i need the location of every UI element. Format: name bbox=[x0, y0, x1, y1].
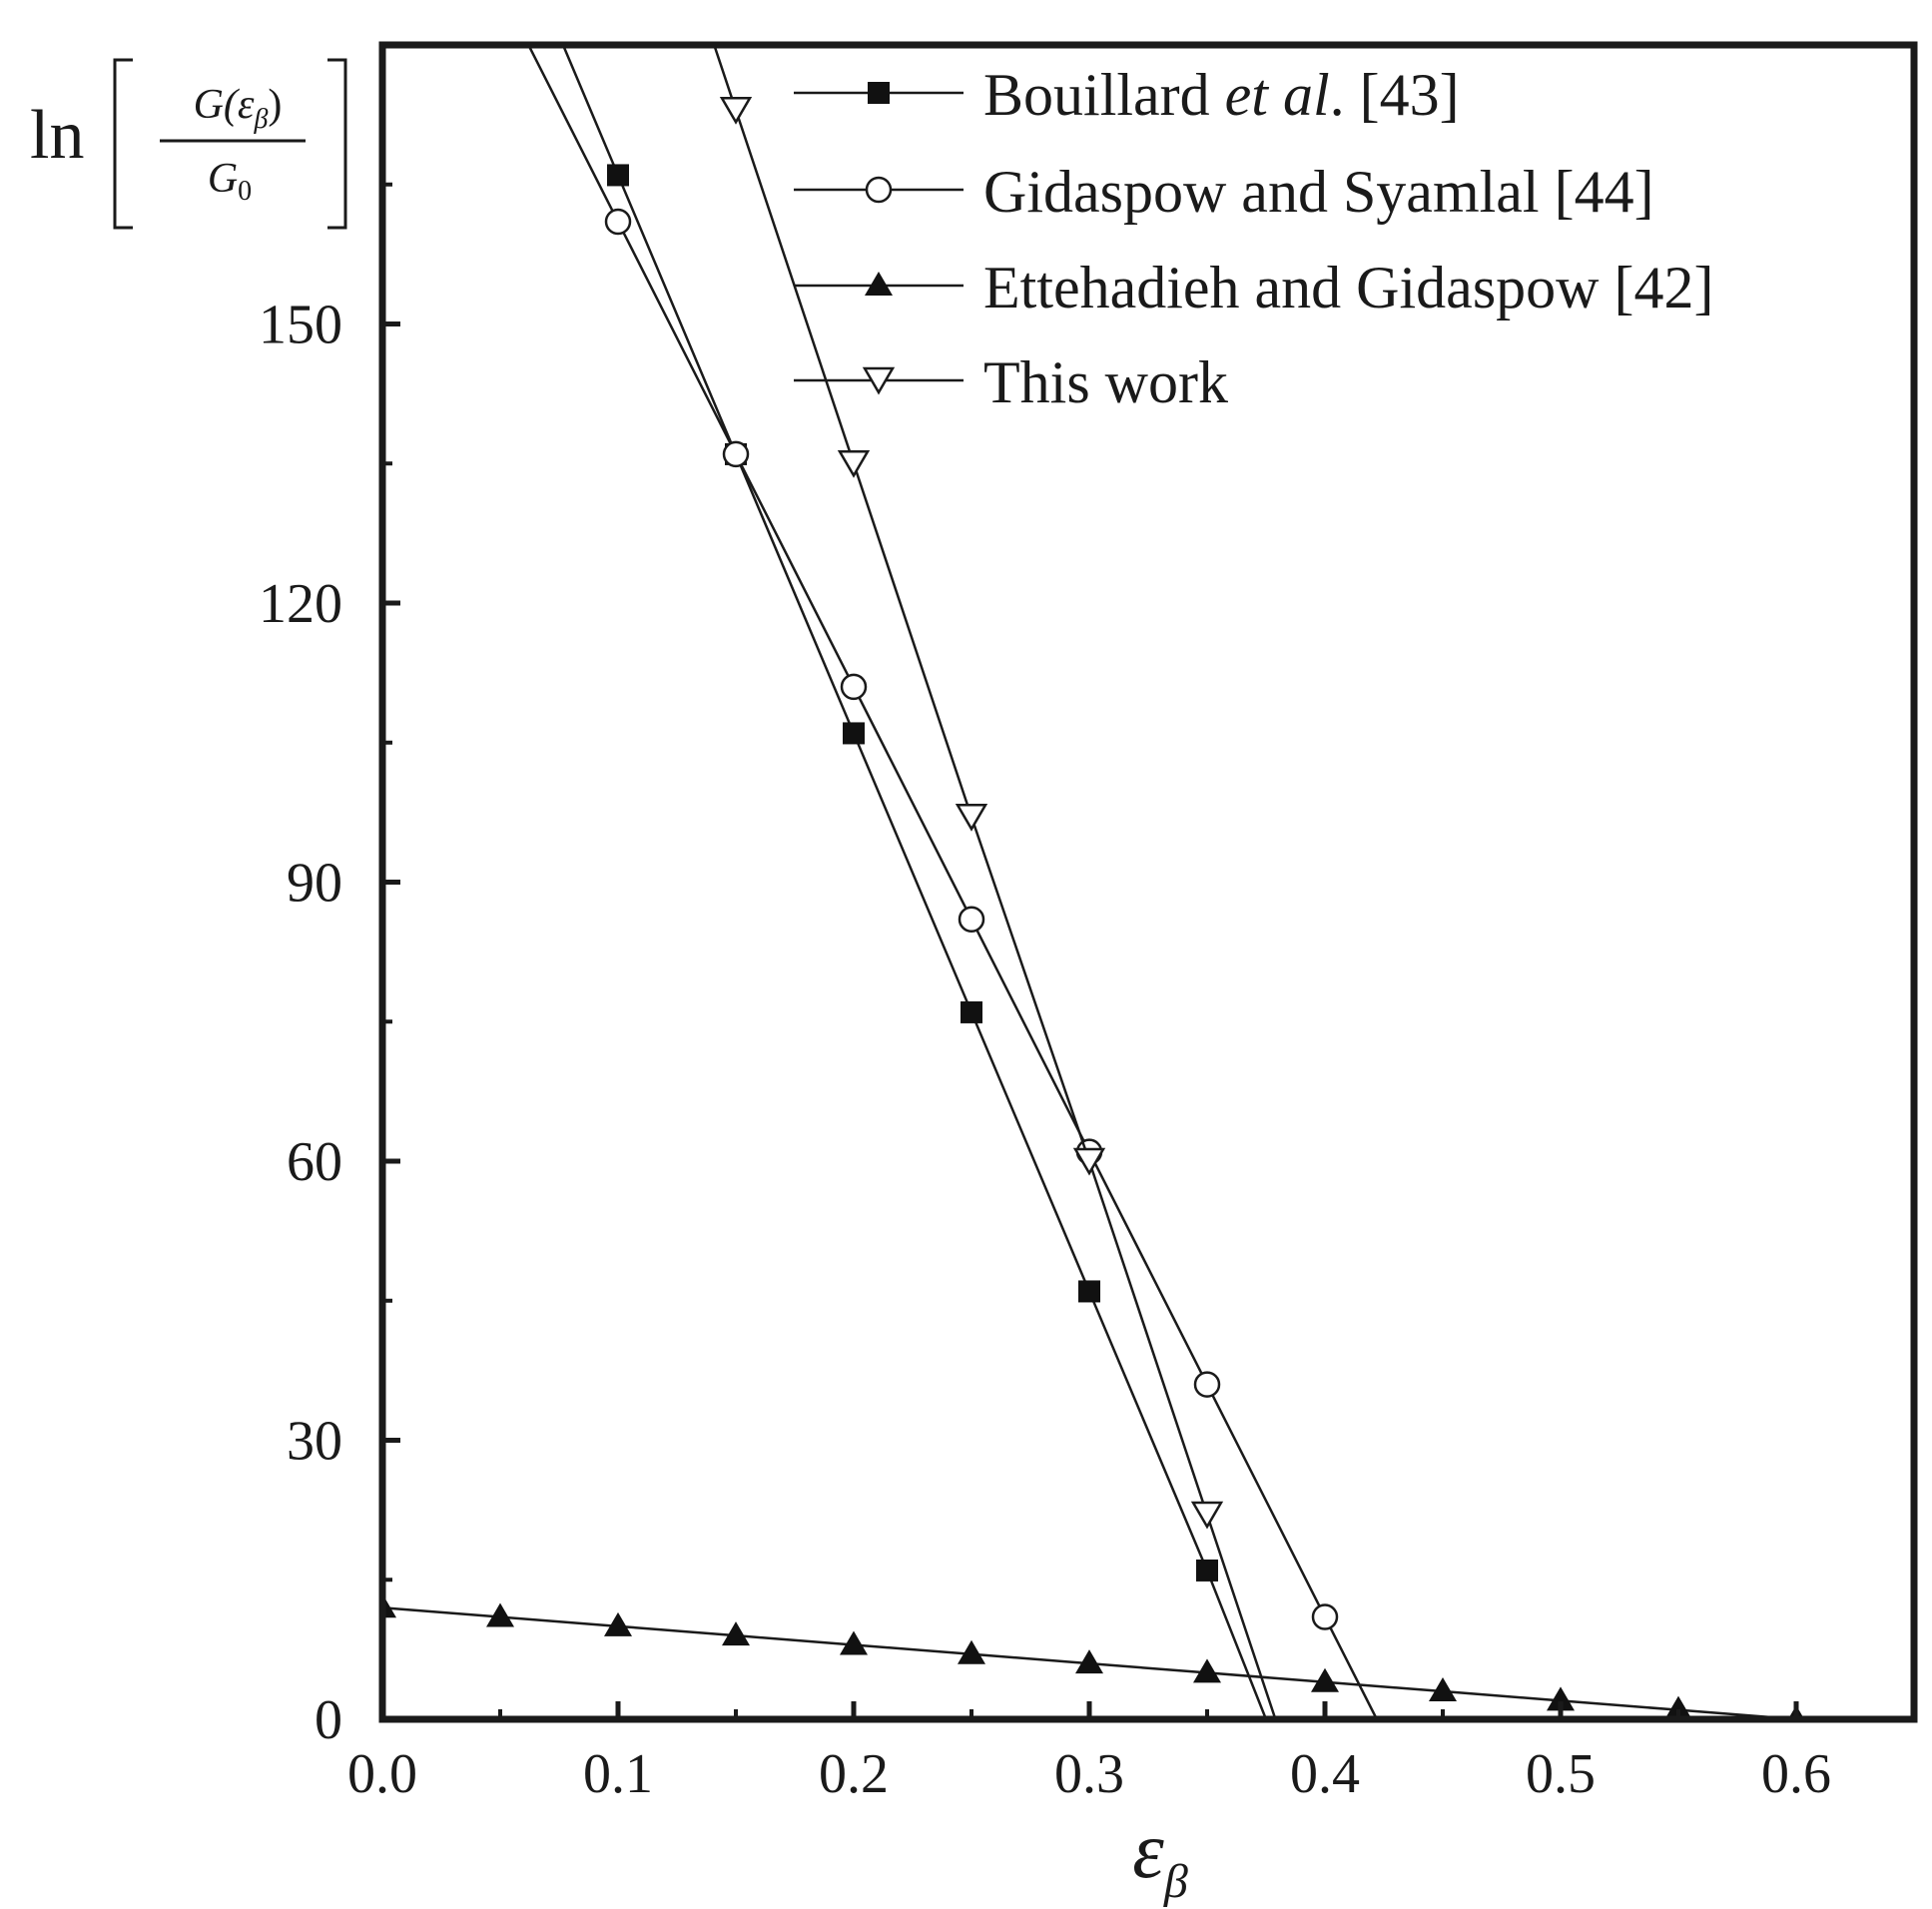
y-axis-title-right-bracket bbox=[327, 58, 347, 230]
y-axis-title-denominator: G0 bbox=[208, 156, 252, 207]
y-tick-label: 120 bbox=[259, 573, 342, 635]
data-point-circle bbox=[722, 440, 750, 468]
data-point-circle bbox=[840, 673, 868, 701]
legend-entry-this-work: This work bbox=[794, 349, 1228, 415]
y-tick-label: 30 bbox=[287, 1411, 342, 1473]
y-tick-label: 150 bbox=[259, 295, 342, 356]
legend-entry-bouillard: Bouillard et al. [43] bbox=[794, 62, 1460, 128]
data-point-triangle-up bbox=[1193, 1658, 1221, 1683]
data-point-triangle-up bbox=[840, 1630, 868, 1655]
series-line bbox=[561, 45, 1268, 1719]
y-tick-label: 60 bbox=[287, 1131, 342, 1193]
legend-entry-gidaspow-syamlal: Gidaspow and Syamlal [44] bbox=[794, 159, 1654, 225]
series-line bbox=[382, 1605, 1797, 1719]
legend-marker-triangle-down-open bbox=[862, 366, 896, 395]
axis-ticks: 0.0 0.1 0.2 0.3 0.4 0.5 0.6 0 30 60 90 120 150 bbox=[259, 182, 1916, 1805]
y-axis-title-left-bracket bbox=[113, 58, 133, 230]
y-axis-title-ln: ln bbox=[30, 97, 84, 174]
data-point-square bbox=[1196, 1559, 1218, 1582]
series-group bbox=[382, 45, 1805, 1719]
legend-marker-square-filled bbox=[868, 82, 890, 104]
data-point-triangle-down bbox=[1072, 1147, 1106, 1176]
data-point-square bbox=[1078, 1280, 1100, 1303]
data-point-triangle-up bbox=[604, 1611, 632, 1636]
data-point-triangle-up bbox=[1075, 1649, 1103, 1674]
data-point-triangle-up bbox=[486, 1602, 514, 1627]
x-tick-label: 0.0 bbox=[347, 1743, 417, 1805]
data-point-triangle-down bbox=[1190, 1501, 1224, 1530]
x-tick-label: 0.6 bbox=[1761, 1743, 1831, 1805]
data-point-triangle-down bbox=[837, 450, 871, 478]
data-point-square bbox=[607, 164, 629, 187]
legend-label-gidaspow-syamlal: Gidaspow and Syamlal [44] bbox=[983, 159, 1654, 225]
series-0 bbox=[561, 45, 1268, 1719]
x-tick-label: 0.5 bbox=[1526, 1743, 1596, 1805]
legend-marker-circle-open bbox=[865, 176, 893, 204]
legend: Bouillard et al. [43] Gidaspow and Syaml… bbox=[794, 62, 1713, 415]
legend-entry-ettehadieh-gidaspow: Ettehadieh and Gidaspow [42] bbox=[794, 255, 1713, 320]
y-axis-title: ln G(εβ) G0 bbox=[30, 58, 347, 230]
data-point-triangle-up bbox=[1547, 1686, 1575, 1711]
data-point-triangle-up bbox=[958, 1639, 985, 1664]
data-point-circle bbox=[1193, 1371, 1221, 1398]
data-point-circle bbox=[958, 906, 985, 934]
series-3 bbox=[712, 45, 1277, 1719]
data-point-square bbox=[843, 722, 865, 745]
legend-label-ettehadieh-gidaspow: Ettehadieh and Gidaspow [42] bbox=[983, 255, 1713, 320]
legend-label-this-work: This work bbox=[983, 349, 1228, 415]
data-point-triangle-up bbox=[1664, 1695, 1692, 1719]
y-axis-title-numerator: G(εβ) bbox=[194, 82, 283, 135]
x-tick-label: 0.4 bbox=[1290, 1743, 1360, 1805]
legend-label-bouillard: Bouillard et al. [43] bbox=[983, 62, 1460, 128]
y-tick-label: 90 bbox=[287, 853, 342, 915]
series-2 bbox=[382, 1593, 1805, 1719]
x-tick-label: 0.3 bbox=[1054, 1743, 1124, 1805]
data-point-triangle-up bbox=[722, 1621, 750, 1646]
data-point-triangle-down bbox=[719, 96, 753, 125]
y-tick-label: 0 bbox=[315, 1689, 342, 1751]
x-tick-label: 0.1 bbox=[583, 1743, 653, 1805]
x-axis-title: εβ bbox=[1132, 1807, 1188, 1908]
legend-marker-triangle-up-filled bbox=[865, 272, 893, 296]
data-point-circle bbox=[604, 208, 632, 236]
x-tick-label: 0.2 bbox=[819, 1743, 889, 1805]
data-point-triangle-up bbox=[1311, 1667, 1339, 1692]
data-point-circle bbox=[1311, 1603, 1339, 1630]
data-point-triangle-down bbox=[955, 804, 988, 832]
data-point-triangle-up bbox=[1429, 1677, 1457, 1702]
data-point-square bbox=[961, 1000, 982, 1023]
